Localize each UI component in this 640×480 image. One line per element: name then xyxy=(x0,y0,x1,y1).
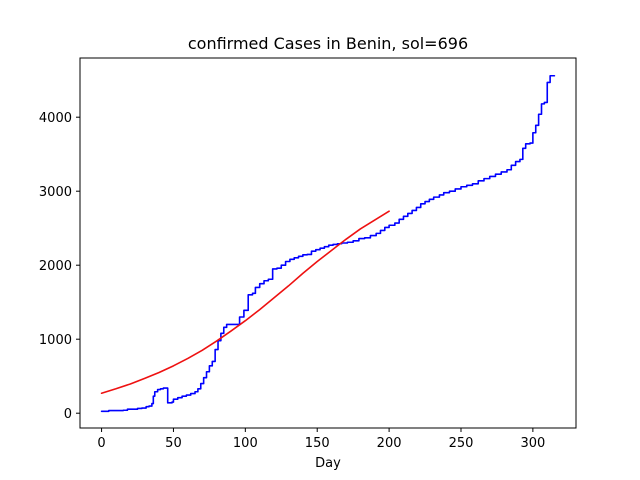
y-tick-label: 2000 xyxy=(39,259,72,274)
plot-series-group xyxy=(100,74,556,413)
x-tick-label: 200 xyxy=(377,436,402,451)
x-axis-label: Day xyxy=(315,456,341,471)
y-axis-ticks: 0 1000 2000 3000 4000 xyxy=(39,111,80,422)
series-line-2 xyxy=(100,210,390,395)
x-tick-label: 0 xyxy=(97,436,105,451)
plot-frame xyxy=(79,57,577,429)
y-tick-label: 4000 xyxy=(39,111,72,126)
x-tick-label: 50 xyxy=(165,436,182,451)
chart-title: confirmed Cases in Benin, sol=696 xyxy=(188,34,468,53)
x-tick-label: 300 xyxy=(520,436,545,451)
x-tick-label: 250 xyxy=(449,436,474,451)
x-tick-label: 150 xyxy=(305,436,330,451)
x-tick-label: 100 xyxy=(233,436,258,451)
x-axis-ticks: 0 50 100 150 200 250 300 xyxy=(97,428,545,451)
series-line-1 xyxy=(100,74,556,413)
y-tick-label: 1000 xyxy=(39,333,72,348)
y-tick-label: 0 xyxy=(64,407,72,422)
y-tick-label: 3000 xyxy=(39,185,72,200)
